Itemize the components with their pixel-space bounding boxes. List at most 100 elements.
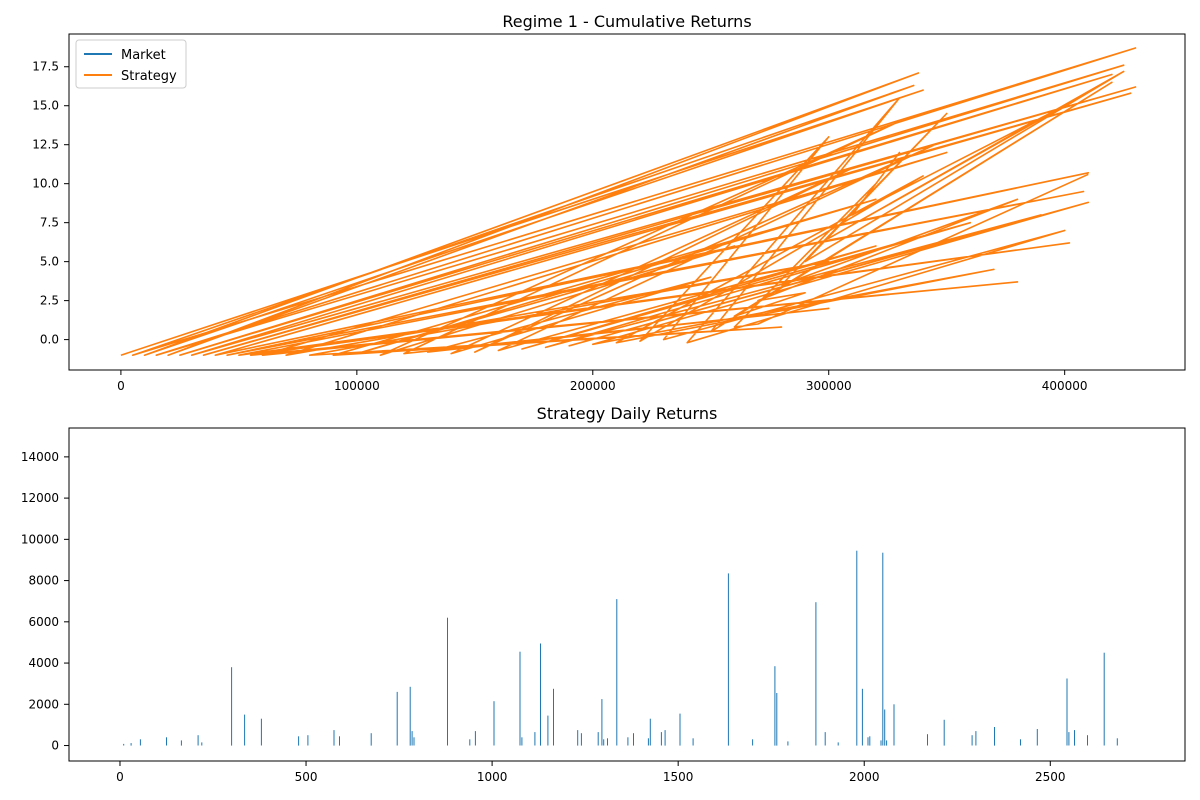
- chart-title: Regime 1 - Cumulative Returns: [502, 12, 751, 31]
- y-tick-label: 2000: [28, 697, 59, 711]
- bar: [774, 666, 776, 746]
- bar: [547, 715, 549, 746]
- bar: [616, 599, 618, 746]
- bar: [553, 688, 554, 746]
- x-tick-label: 0: [117, 379, 125, 393]
- y-tick-label: 7.5: [40, 216, 59, 230]
- bar: [893, 704, 895, 746]
- bar: [370, 733, 372, 746]
- y-tick-label: 12000: [21, 491, 59, 505]
- x-tick-label: 0: [116, 770, 124, 784]
- bar: [1066, 678, 1068, 746]
- bar: [886, 740, 888, 746]
- bar: [166, 737, 167, 746]
- bar: [396, 691, 398, 746]
- bar: [139, 739, 141, 746]
- bar: [180, 740, 182, 746]
- bar: [521, 737, 523, 746]
- y-tick-label: 0.0: [40, 333, 59, 347]
- x-tick-label: 1500: [663, 770, 694, 784]
- bar: [474, 731, 476, 746]
- bar: [869, 736, 871, 746]
- bar: [660, 732, 662, 746]
- bar: [727, 573, 729, 746]
- bar: [580, 733, 582, 746]
- bar: [339, 736, 340, 746]
- bar: [679, 713, 681, 746]
- x-tick-label: 100000: [334, 379, 380, 393]
- bar: [882, 552, 884, 746]
- bar: [197, 735, 199, 746]
- bar: [856, 550, 858, 746]
- x-tick-label: 1000: [477, 770, 508, 784]
- bar: [231, 667, 233, 746]
- bar: [1074, 730, 1075, 746]
- bar: [861, 688, 863, 746]
- plot-frame: [68, 427, 1186, 762]
- legend-strategy-label: Strategy: [121, 69, 177, 84]
- bar: [409, 686, 411, 746]
- x-axis: 0 100000 200000 300000 400000: [117, 370, 1088, 393]
- y-tick-label: 8000: [28, 574, 59, 588]
- bar: [1103, 652, 1105, 746]
- bar: [943, 719, 945, 746]
- bar: [880, 740, 882, 746]
- y-tick-label: 5.0: [40, 255, 59, 269]
- y-tick-label: 12.5: [32, 138, 59, 152]
- series-lines: [120, 47, 1137, 356]
- bar: [776, 693, 778, 746]
- daily-returns-chart: Strategy Daily Returns 0 500 1000 1500 2000 2…: [21, 404, 1186, 784]
- bar: [837, 742, 839, 746]
- bar: [601, 699, 603, 746]
- bar: [752, 739, 754, 746]
- bar: [244, 714, 246, 746]
- x-tick-label: 200000: [570, 379, 616, 393]
- bar: [260, 718, 262, 746]
- bar: [603, 739, 605, 746]
- bar: [633, 733, 634, 746]
- bar: [607, 738, 608, 746]
- bar: [1020, 739, 1021, 746]
- chart-title: Strategy Daily Returns: [537, 404, 718, 423]
- bar: [519, 651, 521, 746]
- bar: [867, 737, 869, 746]
- y-tick-label: 17.5: [32, 60, 59, 74]
- bar: [411, 731, 413, 746]
- y-tick-label: 15.0: [32, 99, 59, 113]
- x-axis: 0 500 1000 1500 2000 2500: [116, 761, 1066, 784]
- bar: [975, 731, 977, 746]
- bar: [824, 732, 826, 746]
- x-tick-label: 400000: [1042, 379, 1088, 393]
- bar: [664, 730, 666, 746]
- bar: [469, 739, 471, 746]
- x-tick-label: 500: [295, 770, 318, 784]
- bar: [307, 735, 309, 746]
- y-axis: 0.0 2.5 5.0 7.5 10.0 12.5 15.0 17.5: [32, 60, 69, 347]
- x-tick-label: 300000: [806, 379, 852, 393]
- y-tick-label: 2.5: [40, 294, 59, 308]
- plot-frame: [68, 33, 1186, 371]
- bar: [597, 732, 599, 746]
- y-tick-label: 6000: [28, 615, 59, 629]
- bar: [577, 730, 579, 746]
- y-tick-label: 4000: [28, 656, 59, 670]
- bars: [123, 550, 1118, 746]
- cumulative-returns-chart: Regime 1 - Cumulative Returns 0 100000 200…: [32, 12, 1186, 393]
- bar: [627, 737, 629, 746]
- bar: [130, 743, 132, 746]
- bar: [1036, 729, 1038, 746]
- bar: [815, 602, 817, 746]
- legend-market-label: Market: [121, 48, 166, 63]
- y-tick-label: 0: [51, 739, 59, 753]
- bar: [647, 738, 649, 746]
- bar: [201, 742, 203, 746]
- bar: [692, 738, 694, 746]
- bar: [298, 736, 300, 746]
- series-line-strategy: [120, 47, 1137, 356]
- bar: [971, 735, 973, 746]
- y-tick-label: 10.0: [32, 177, 59, 191]
- bar: [649, 718, 651, 746]
- bar: [994, 727, 995, 746]
- bar: [447, 617, 448, 746]
